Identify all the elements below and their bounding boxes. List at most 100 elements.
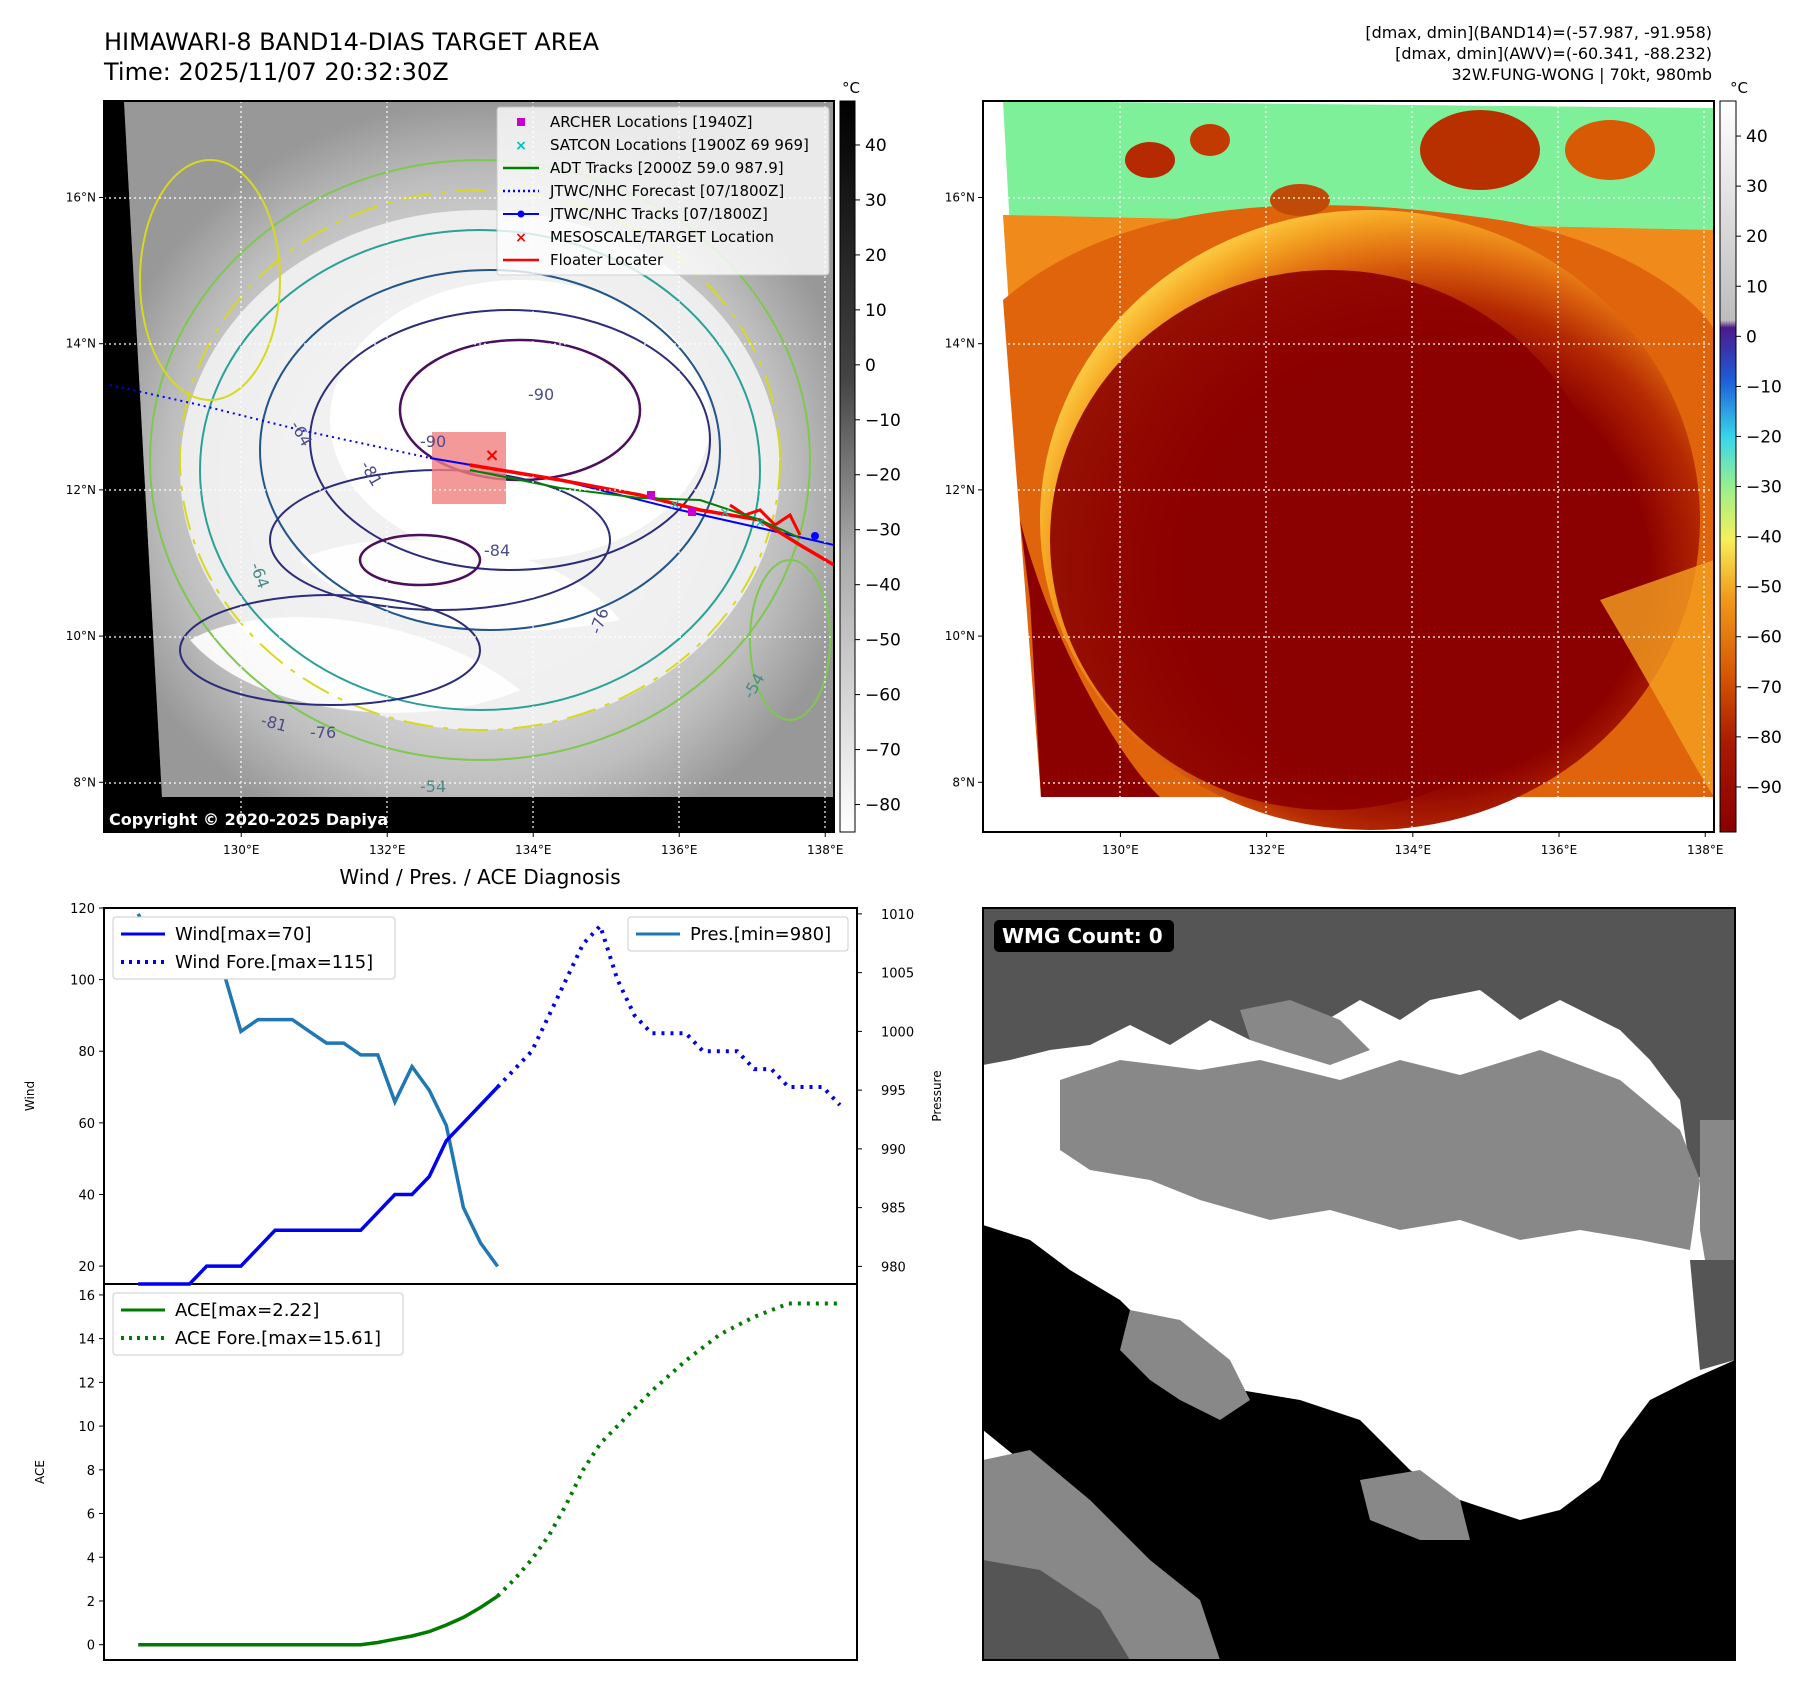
wind-axis-label: Wind: [23, 1081, 37, 1111]
time-label: Time: 2025/11/07 20:32:30Z: [103, 58, 449, 86]
colorbar-tick-label: 0: [1746, 327, 1757, 347]
colorbar-tick-label: 40: [865, 136, 887, 156]
ace-series-forecast: [496, 1301, 840, 1598]
colorbar-tick-label: −90: [1746, 778, 1782, 798]
wind-forecast-legend-label: Wind Fore.[max=115]: [175, 952, 373, 973]
contour-label: -90: [420, 432, 446, 451]
ir-legend-items: ARCHER Locations [1940Z] × SATCON Location…: [503, 113, 809, 269]
colorbar-tick-label: −30: [1746, 478, 1782, 498]
wmg-dark-region: [983, 1560, 1130, 1660]
y-tick-label: 995: [881, 1084, 906, 1099]
lat-tick-label: 16°N: [945, 190, 975, 204]
y-tick-label: 1010: [881, 908, 914, 923]
lon-tick-label: 130°E: [223, 843, 260, 857]
colorbar-tick-label: −70: [1746, 678, 1782, 698]
wmg-count-badge: WMG Count: 0: [1002, 924, 1163, 948]
y-tick-label: 10: [78, 1420, 95, 1435]
awv-stats: [dmax, dmin](AWV)=(-60.341, -88.232): [1395, 44, 1712, 63]
colorbar-tick-label: 10: [1746, 277, 1768, 297]
pressure-legend: Pres.[min=980]: [627, 916, 849, 952]
storm-id: 32W.FUNG-WONG | 70kt, 980mb: [1451, 65, 1712, 84]
y-tick-label: 4: [87, 1551, 95, 1566]
legend-label: ADT Tracks [2000Z 59.0 987.9]: [550, 159, 784, 177]
lon-tick-label: 132°E: [1248, 843, 1285, 857]
contour-label: -90: [528, 385, 554, 404]
awv-gridlines: [983, 101, 1714, 832]
ace-legend: ACE[max=2.22] ACE Fore.[max=15.61]: [112, 1292, 404, 1356]
y-tick-label: 980: [881, 1260, 906, 1275]
colorbar-tick-label: 20: [1746, 227, 1768, 247]
y-tick-label: 990: [881, 1143, 906, 1158]
colorbar-tick-label: 10: [865, 301, 887, 321]
y-tick-label: 0: [87, 1639, 95, 1654]
lat-tick-label: 8°N: [73, 775, 96, 789]
awv-lat-ticks: 16°N 14°N 12°N 10°N 8°N: [945, 190, 983, 789]
colorbar-tick-label: 20: [865, 246, 887, 266]
ir-panel: × × × × -90 -90 -81 -84 -76 -64 -81 -76 …: [66, 79, 901, 857]
colorbar-tick-label: −20: [1746, 427, 1782, 447]
ir-lon-ticks: 130°E 132°E 134°E 136°E 138°E: [223, 832, 843, 857]
y-tick-label: 16: [78, 1289, 95, 1304]
ace-legend-box: [112, 1292, 404, 1356]
colorbar-tick-label: 30: [865, 191, 887, 211]
ace-legend-label: ACE[max=2.22]: [175, 1300, 319, 1321]
ace-series-observed: [138, 1594, 499, 1647]
ir-colorbar-ticks: 40 30 20 10 0 −10 −20 −30 −40 −50 −60 −70 −80: [855, 136, 901, 816]
y-tick-label: 60: [78, 1117, 95, 1132]
wmg-mid-region: [1360, 1470, 1470, 1540]
legend-swatch: ×: [515, 138, 527, 154]
colorbar-tick-label: −50: [1746, 578, 1782, 598]
pressure-ticks: 980 985 990 995 1000 1005 1010: [857, 908, 914, 1275]
wmg-imagery: [983, 908, 1735, 1660]
legend-label: SATCON Locations [1900Z 69 969]: [550, 136, 809, 154]
ace-forecast-legend-label: ACE Fore.[max=15.61]: [175, 1328, 381, 1349]
colorbar-tick-label: 30: [1746, 177, 1768, 197]
wmg-panel: WMG Count: 0: [982, 907, 1736, 1661]
wmg-frame: [982, 907, 1736, 1661]
y-tick-label: 20: [78, 1260, 95, 1275]
pressure-legend-box: [627, 916, 849, 952]
lon-tick-label: 134°E: [1395, 843, 1432, 857]
contour-label: -76: [310, 723, 336, 742]
legend-swatch: [517, 118, 525, 126]
wind-series-observed: [138, 1085, 499, 1286]
y-tick-label: 985: [881, 1202, 906, 1217]
y-tick-label: 6: [87, 1508, 95, 1523]
colorbar-tick-label: −70: [865, 741, 901, 761]
ir-colorbar: [839, 100, 856, 833]
wmg-dark-region: [983, 908, 1735, 1320]
main-title: HIMAWARI-8 BAND14-DIAS TARGET AREA: [104, 28, 600, 56]
satcon-marker: ×: [719, 505, 731, 521]
mesoscale-target-marker: ×: [484, 445, 499, 466]
wmg-black-region: [1540, 1470, 1735, 1660]
wind-legend: Wind[max=70] Wind Fore.[max=115]: [112, 916, 396, 980]
y-tick-label: 12: [78, 1376, 95, 1391]
ir-colorbar-unit: °C: [842, 79, 860, 97]
ir-legend: ARCHER Locations [1940Z] × SATCON Location…: [496, 106, 830, 276]
diagnosis-panel: Wind / Pres. / ACE Diagnosis Wind Pressu…: [23, 865, 944, 1661]
colorbar-tick-label: −40: [865, 576, 901, 596]
lat-tick-label: 8°N: [952, 775, 975, 789]
lon-tick-label: 136°E: [1541, 843, 1578, 857]
legend-label: Floater Locater: [550, 251, 664, 269]
legend-label: ARCHER Locations [1940Z]: [550, 113, 753, 131]
awv-frame: [982, 100, 1715, 833]
colorbar-tick-label: −40: [1746, 528, 1782, 548]
y-tick-label: 40: [78, 1188, 95, 1203]
lon-tick-label: 136°E: [661, 843, 698, 857]
wind-legend-box: [112, 916, 396, 980]
y-tick-label: 1000: [881, 1025, 914, 1040]
ace-ticks: 0 2 4 6 8 10 12 14 16: [78, 1289, 104, 1654]
colorbar-tick-label: −60: [865, 686, 901, 706]
colorbar-tick-label: −60: [1746, 628, 1782, 648]
y-tick-label: 2: [87, 1595, 95, 1610]
copyright-label: Copyright © 2020-2025 Dapiya: [109, 810, 388, 829]
wmg-badge-bg: [994, 920, 1174, 952]
lon-tick-label: 130°E: [1102, 843, 1139, 857]
y-tick-label: 120: [70, 902, 95, 917]
band14-stats: [dmax, dmin](BAND14)=(-57.987, -91.958): [1365, 23, 1712, 42]
lon-tick-label: 134°E: [515, 843, 552, 857]
pressure-legend-label: Pres.[min=980]: [690, 924, 831, 945]
ir-frame: [103, 100, 835, 833]
